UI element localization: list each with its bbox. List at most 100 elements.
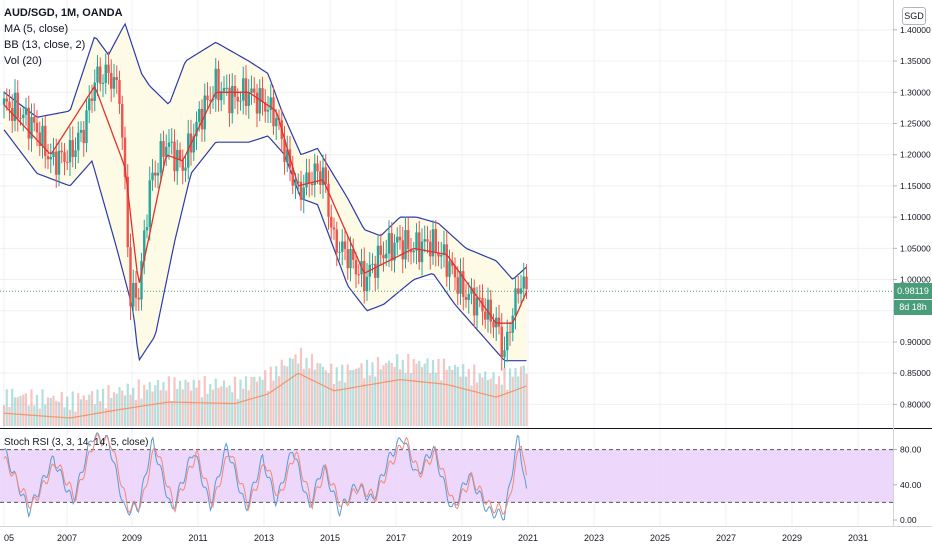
- volume-bar: [250, 377, 253, 426]
- candle-body: [211, 98, 215, 101]
- candle-body: [429, 241, 432, 257]
- volume-bar: [233, 376, 237, 426]
- volume-bar: [363, 378, 366, 426]
- volume-bar: [423, 363, 426, 426]
- volume-bar: [470, 385, 473, 426]
- candle-body: [492, 321, 495, 328]
- volume-bar: [214, 378, 217, 426]
- candle-body: [118, 80, 121, 105]
- bb-fill: [4, 23, 527, 361]
- candle-body: [313, 163, 316, 186]
- candle-body: [132, 282, 135, 307]
- candle-body: [445, 244, 448, 277]
- candle-body: [247, 92, 250, 106]
- time-axis-label: 2021: [518, 533, 538, 543]
- candle-body: [74, 150, 77, 157]
- time-axis-labels: 05 2007 2009 2011 2013 2015 2017 2019 2021 2023 20…: [4, 533, 868, 543]
- volume-bar: [316, 362, 319, 426]
- candle-body: [464, 296, 468, 300]
- volume-bar: [371, 362, 374, 426]
- price-axis-label: 1.10000: [900, 212, 931, 222]
- volume-bar: [319, 363, 322, 426]
- volume-bar: [46, 397, 50, 426]
- candle-body: [291, 167, 294, 186]
- candle-body: [52, 151, 55, 157]
- stoch-rsi-legend[interactable]: Stoch RSI (3, 3, 14, 14, 5, close): [4, 437, 149, 448]
- volume-bar: [181, 389, 184, 426]
- volume-bar: [272, 380, 275, 426]
- candle-body: [418, 232, 421, 263]
- volume-bar: [203, 375, 206, 426]
- candle-body: [231, 86, 234, 114]
- volume-bar: [453, 364, 457, 426]
- candle-body: [121, 104, 124, 138]
- candle-body: [357, 274, 360, 276]
- volume-bar: [346, 364, 349, 426]
- candle-body: [332, 227, 336, 230]
- candle-body: [426, 239, 429, 242]
- candle-body: [519, 288, 523, 294]
- volume-bar: [55, 400, 58, 426]
- volume-bar: [341, 364, 344, 426]
- volume-bar: [398, 369, 402, 426]
- candle-body: [434, 229, 437, 253]
- volume-bar: [522, 365, 525, 426]
- candle-body: [228, 87, 231, 114]
- candle-body: [343, 241, 347, 250]
- candle-body: [206, 95, 209, 101]
- volume-bar: [357, 367, 360, 426]
- volume-bar: [294, 354, 297, 426]
- volume-bar: [437, 358, 440, 426]
- volume-bar: [475, 382, 479, 426]
- candle-body: [415, 232, 418, 251]
- ma-legend[interactable]: MA (5, close): [4, 23, 69, 35]
- candle-body: [467, 293, 470, 300]
- volume-bar: [19, 395, 22, 426]
- volume-bar: [165, 390, 168, 426]
- candle-body: [200, 109, 204, 130]
- candle-body: [162, 141, 165, 157]
- volume-bar: [140, 398, 143, 426]
- volume-bar: [44, 404, 47, 426]
- volume-bar: [211, 389, 215, 426]
- symbol-legend[interactable]: AUD/SGD, 1M, OANDA: [4, 7, 123, 20]
- volume-bar: [5, 389, 8, 426]
- volume-bar: [382, 365, 385, 426]
- bb-lower-line: [3, 129, 527, 362]
- volume-bar: [481, 377, 484, 426]
- candle-body: [24, 107, 28, 115]
- volume-bar: [170, 400, 173, 426]
- candle-body: [167, 142, 171, 147]
- candle-body: [82, 129, 85, 144]
- volume-bar: [327, 372, 330, 426]
- candle-body: [258, 88, 261, 114]
- volume-bar: [148, 382, 151, 426]
- volume-bar: [110, 397, 113, 426]
- candle-body: [379, 245, 382, 255]
- candle-body: [431, 229, 435, 257]
- candle-body: [184, 167, 187, 171]
- volume-bar: [431, 359, 435, 426]
- candle-body: [308, 172, 311, 184]
- volume-bar: [71, 391, 74, 426]
- candle-body: [324, 167, 327, 184]
- bb-legend[interactable]: BB (13, close, 2): [4, 39, 86, 51]
- candle-body: [46, 156, 50, 160]
- volume-bar: [420, 367, 424, 426]
- time-axis-label: 2013: [254, 533, 274, 543]
- symbol-title: AUD/SGD, 1M, OANDA: [4, 7, 123, 19]
- volume-bar: [129, 394, 132, 426]
- volume-bar: [266, 390, 270, 426]
- candle-body: [374, 263, 377, 278]
- volume-bar: [88, 394, 91, 426]
- candle-body: [269, 97, 272, 110]
- candle-body: [68, 140, 72, 163]
- currency-badge[interactable]: SGD: [902, 7, 926, 25]
- time-axis-label: 2015: [320, 533, 340, 543]
- volume-bar: [404, 373, 407, 426]
- volume-bar: [239, 379, 242, 426]
- vol-legend[interactable]: Vol (20): [4, 55, 42, 67]
- volume-bar: [74, 411, 77, 426]
- volume-ma-line: [3, 372, 527, 419]
